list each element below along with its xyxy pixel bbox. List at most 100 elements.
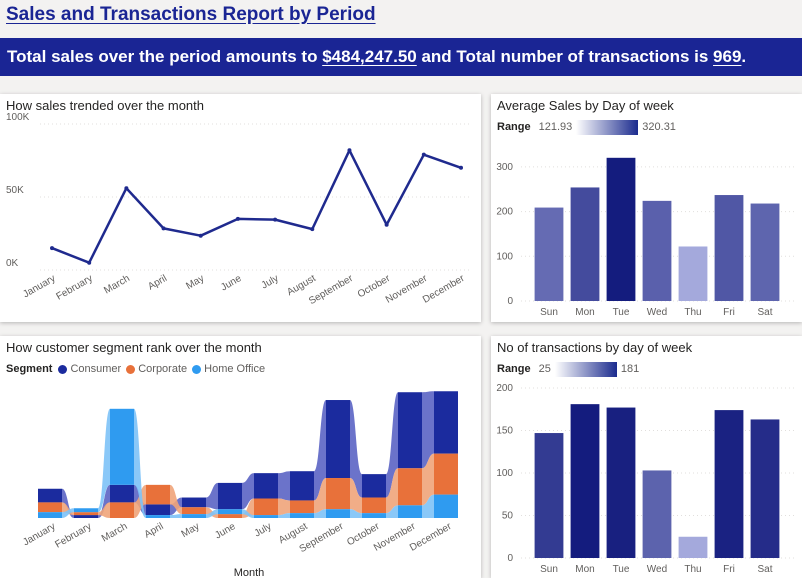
segment-consumer-december	[434, 391, 458, 454]
point-march	[124, 186, 129, 191]
x-tick-label-july: July	[253, 521, 274, 539]
bar-tue	[606, 157, 636, 301]
segment-legend-label: Segment	[6, 363, 53, 375]
x-tick-label-june: June	[219, 273, 244, 294]
segment-consumer-october	[362, 474, 386, 498]
transactions-dow-chart[interactable]: 0 50 100 150 200 Sun Mon Tue Wed Thu Fri Sat	[491, 336, 802, 578]
segment-home-office-october	[362, 513, 386, 518]
segment-rank-panel[interactable]: January February March April May June July Augu…	[0, 336, 481, 578]
segment-consumer-november	[398, 392, 422, 469]
x-tick-label-thu: Thu	[684, 307, 701, 318]
x-tick-label-may: May	[180, 521, 202, 540]
x-tick-label-thu: Thu	[684, 564, 701, 575]
sales-trend-panel[interactable]: 0K 50K 100K January February March April May Jun…	[0, 94, 481, 322]
bar-mon	[570, 187, 600, 301]
x-tick-label-sat: Sat	[757, 307, 772, 318]
segment-home-office-february	[74, 508, 98, 513]
ribbon-consumer-january	[62, 488, 74, 518]
corporate-dot-icon	[126, 364, 136, 374]
point-january	[50, 246, 54, 251]
avg-sales-dow-chart[interactable]: 0 100 200 300 Sun Mon Tue Wed Thu Fri Sat	[491, 94, 802, 322]
x-tick-label-april: April	[143, 521, 166, 541]
y-tick-label: 100	[496, 251, 513, 262]
x-tick-label-february: February	[55, 273, 95, 303]
ribbon-consumer-may	[206, 482, 218, 510]
range-max: 181	[620, 363, 640, 375]
segment-consumer-june	[218, 482, 242, 510]
ribbon-corporate-november	[422, 453, 434, 506]
y-tick-label: 200	[496, 383, 513, 394]
x-tick-label-sun: Sun	[540, 564, 558, 575]
x-tick-label-june: June	[213, 521, 238, 542]
segment-consumer-september	[326, 400, 350, 479]
segment-consumer-august	[290, 471, 314, 501]
segment-corporate-october	[362, 497, 386, 514]
ribbon-corporate-february	[98, 502, 110, 518]
x-tick-label-sat: Sat	[757, 564, 772, 575]
x-tick-label-january: January	[21, 521, 57, 548]
point-october	[384, 222, 389, 227]
bar-wed	[642, 470, 672, 558]
page-title: Sales and Transactions Report by Period	[6, 4, 376, 25]
segment-consumer-january	[38, 488, 62, 503]
x-tick-label-april: April	[146, 273, 169, 293]
range-gradient	[576, 119, 639, 135]
x-tick-label-tue: Tue	[613, 564, 630, 575]
segment-consumer-april	[146, 504, 170, 516]
segment-corporate-november	[398, 468, 422, 506]
point-august	[310, 227, 315, 232]
segment-corporate-september	[326, 478, 350, 510]
total-sales-value: $484,247.50	[322, 47, 417, 66]
bar-sat	[750, 203, 780, 301]
total-transactions-value: 969	[713, 47, 742, 66]
avg-sales-dow-panel[interactable]: 0 100 200 300 Sun Mon Tue Wed Thu Fri Sat Average …	[491, 94, 802, 322]
legend-item-home-office[interactable]: Home Office	[192, 363, 265, 375]
bar-sun	[534, 433, 564, 558]
sales-trend-title: How sales trended over the month	[6, 98, 204, 113]
point-july	[273, 217, 278, 222]
summary-text-2: and Total number of transactions is	[416, 47, 714, 66]
y-tick-label: 150	[496, 426, 513, 437]
ribbon-consumer-september	[350, 400, 362, 498]
x-tick-label-may: May	[184, 273, 206, 292]
ribbon-home-office-may	[206, 509, 218, 518]
segment-home-office-march	[110, 408, 134, 485]
segment-corporate-january	[38, 502, 62, 513]
bar-wed	[642, 200, 672, 301]
avg-sales-dow-title: Average Sales by Day of week	[497, 98, 674, 113]
segment-corporate-february	[74, 512, 98, 516]
y-tick-label: 0	[507, 296, 513, 307]
x-tick-label-fri: Fri	[723, 564, 735, 575]
ribbon-home-office-april	[170, 514, 182, 518]
point-september	[347, 148, 352, 153]
sales-line	[51, 149, 462, 264]
ribbon-corporate-april	[170, 484, 182, 515]
point-february	[87, 260, 92, 265]
transactions-dow-panel[interactable]: 0 50 100 150 200 Sun Mon Tue Wed Thu Fri Sat No of …	[491, 336, 802, 578]
summary-banner: Total sales over the period amounts to $…	[0, 38, 802, 76]
y-tick-label: 0K	[6, 258, 19, 269]
segment-home-office-september	[326, 509, 350, 518]
point-may	[198, 233, 203, 238]
range-min: 121.93	[538, 121, 573, 133]
legend-corporate-label: Corporate	[138, 363, 188, 375]
bar-sat	[750, 419, 780, 558]
x-tick-label-december: December	[421, 273, 467, 306]
x-tick-label-wed: Wed	[647, 564, 667, 575]
segment-consumer-march	[110, 484, 134, 503]
legend-item-consumer[interactable]: Consumer	[58, 363, 121, 375]
legend-item-corporate[interactable]: Corporate	[126, 363, 187, 375]
bar-fri	[714, 195, 744, 301]
range-label: Range	[497, 121, 531, 133]
segment-home-office-april	[146, 515, 170, 518]
point-june	[235, 216, 240, 221]
y-tick-label: 0	[507, 553, 513, 564]
segment-corporate-june	[218, 514, 242, 518]
ribbon-consumer-october	[386, 392, 398, 498]
ribbon-consumer-february	[98, 484, 110, 518]
consumer-dot-icon	[58, 364, 68, 374]
x-tick-label-march: March	[100, 521, 130, 544]
y-tick-label: 50	[502, 511, 514, 522]
